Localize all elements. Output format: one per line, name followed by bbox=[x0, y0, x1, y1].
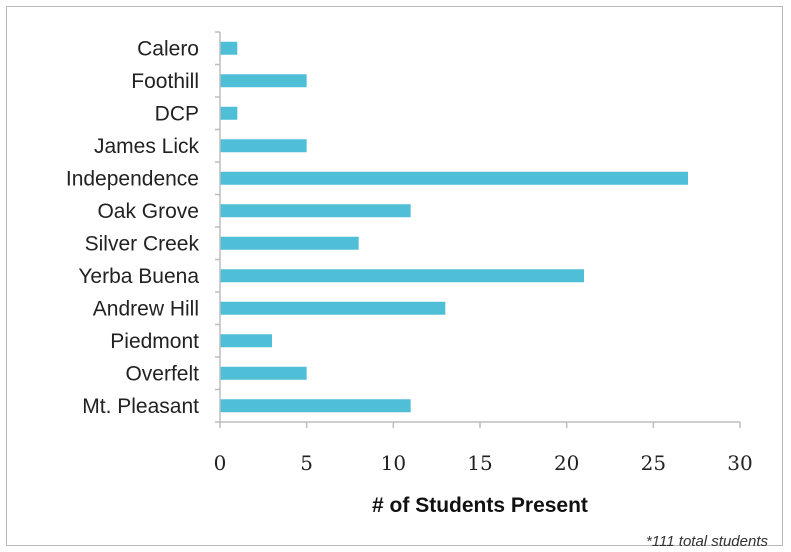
category-label-andrew-hill: Andrew Hill bbox=[93, 297, 199, 320]
bar-silver-creek bbox=[220, 236, 359, 250]
x-tick-label: 15 bbox=[467, 451, 492, 475]
x-axis-ticks: 0 5 10 15 20 25 30 bbox=[214, 422, 753, 475]
category-label-oak-grove: Oak Grove bbox=[97, 200, 199, 223]
bar-yerba-buena bbox=[220, 269, 584, 283]
category-label-independence: Independence bbox=[66, 167, 199, 190]
x-tick-label: 30 bbox=[727, 451, 752, 475]
x-tick-label: 10 bbox=[381, 451, 406, 475]
category-label-yerba-buena: Yerba Buena bbox=[78, 265, 199, 288]
category-label-calero: Calero bbox=[137, 37, 199, 60]
bar-overfelt bbox=[220, 366, 307, 380]
bar-oak-grove bbox=[220, 204, 411, 218]
category-label-mt-pleasant: Mt. Pleasant bbox=[82, 395, 199, 418]
bar-dcp bbox=[220, 106, 238, 120]
x-axis-title: # of Students Present bbox=[372, 494, 588, 517]
bar-james-lick bbox=[220, 139, 307, 153]
bar-foothill bbox=[220, 74, 307, 88]
x-tick-label: 20 bbox=[554, 451, 579, 475]
bar-piedmont bbox=[220, 334, 272, 348]
category-label-foothill: Foothill bbox=[131, 70, 199, 93]
bars-group bbox=[220, 41, 688, 413]
x-tick-label: 5 bbox=[300, 451, 313, 475]
category-label-piedmont: Piedmont bbox=[110, 330, 199, 353]
x-tick-label: 0 bbox=[214, 451, 227, 475]
category-labels: Calero Foothill DCP James Lick Independence O… bbox=[66, 37, 200, 418]
category-label-silver-creek: Silver Creek bbox=[85, 232, 200, 255]
bar-calero bbox=[220, 41, 238, 55]
category-label-james-lick: James Lick bbox=[94, 135, 200, 158]
bar-andrew-hill bbox=[220, 301, 446, 315]
bar-independence bbox=[220, 171, 688, 185]
bar-mt-pleasant bbox=[220, 399, 411, 413]
footnote: *111 total students bbox=[646, 533, 769, 550]
category-label-dcp: DCP bbox=[155, 102, 199, 125]
y-axis-ticks bbox=[215, 31, 220, 423]
category-label-overfelt: Overfelt bbox=[125, 362, 199, 385]
x-tick-label: 25 bbox=[641, 451, 666, 475]
